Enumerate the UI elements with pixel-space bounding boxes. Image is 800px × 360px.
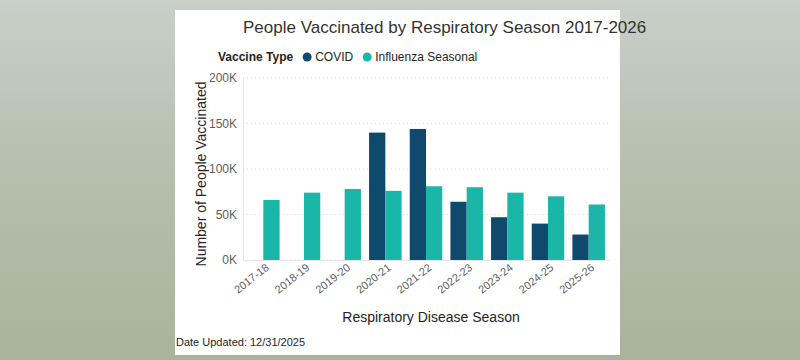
annotation: Date Updated: 12/31/2025 bbox=[176, 336, 305, 348]
y-axis-title: Number of People Vaccinated bbox=[193, 82, 209, 267]
x-tick-label: 2021-22 bbox=[394, 261, 433, 295]
x-tick-label: 2025-26 bbox=[557, 261, 596, 295]
legend-swatch bbox=[303, 53, 312, 62]
bar bbox=[263, 200, 279, 260]
bar bbox=[426, 186, 442, 260]
y-tick: 100K bbox=[209, 162, 243, 176]
legend-label: COVID bbox=[315, 50, 353, 64]
x-axis-line bbox=[244, 260, 610, 261]
y-axis-line bbox=[243, 79, 244, 261]
x-tick-label: 2019-20 bbox=[313, 261, 352, 295]
y-tick: 0K bbox=[222, 253, 243, 267]
x-tick: 2020-21 bbox=[354, 260, 393, 295]
bar bbox=[507, 193, 523, 260]
y-tick-label: 200K bbox=[209, 71, 237, 85]
y-axis: 0K 50K 100K 150K 200K bbox=[209, 71, 244, 267]
bar bbox=[589, 204, 605, 260]
legend-label: Influenza Seasonal bbox=[375, 50, 477, 64]
x-tick: 2017-18 bbox=[232, 260, 271, 295]
bar bbox=[572, 235, 588, 260]
x-tick-label: 2024-25 bbox=[516, 261, 555, 295]
bar bbox=[532, 224, 548, 260]
chart-title: People Vaccinated by Respiratory Season … bbox=[243, 18, 646, 37]
bar bbox=[491, 217, 507, 260]
x-axis-title: Respiratory Disease Season bbox=[342, 309, 519, 325]
x-tick-label: 2017-18 bbox=[232, 261, 271, 295]
x-tick: 2022-23 bbox=[435, 260, 474, 295]
bar bbox=[345, 189, 361, 260]
x-tick-label: 2022-23 bbox=[435, 261, 474, 295]
chart-svg: People Vaccinated by Respiratory Season … bbox=[0, 0, 800, 360]
x-tick: 2019-20 bbox=[313, 260, 352, 295]
bar bbox=[410, 129, 426, 260]
y-tick: 50K bbox=[216, 208, 243, 222]
y-tick: 200K bbox=[209, 71, 243, 85]
bar bbox=[304, 193, 320, 260]
x-tick: 2021-22 bbox=[394, 260, 433, 295]
bar bbox=[450, 202, 466, 260]
x-tick-label: 2023-24 bbox=[476, 261, 515, 295]
x-tick: 2024-25 bbox=[516, 260, 555, 295]
grid bbox=[243, 78, 609, 260]
legend-swatch bbox=[363, 53, 372, 62]
bar bbox=[385, 191, 401, 260]
x-tick-label: 2018-19 bbox=[272, 261, 311, 295]
y-tick: 150K bbox=[209, 117, 243, 131]
x-tick: 2018-19 bbox=[272, 260, 311, 295]
bar bbox=[548, 196, 564, 260]
y-tick-label: 50K bbox=[216, 208, 237, 222]
x-tick: 2025-26 bbox=[557, 260, 596, 295]
grid-line bbox=[243, 78, 609, 79]
y-tick-label: 100K bbox=[209, 162, 237, 176]
bar bbox=[369, 133, 385, 260]
legend-title: Vaccine Type bbox=[218, 50, 293, 64]
legend: Vaccine Type COVID Influenza Seasonal bbox=[218, 50, 477, 64]
x-tick-label: 2020-21 bbox=[354, 261, 393, 295]
y-tick-label: 150K bbox=[209, 117, 237, 131]
bars bbox=[263, 129, 605, 260]
x-axis: 2017-182018-192019-202020-212021-222022-… bbox=[232, 260, 610, 295]
bar bbox=[467, 187, 483, 260]
y-tick-label: 0K bbox=[222, 253, 237, 267]
x-tick: 2023-24 bbox=[476, 260, 515, 295]
grid-line bbox=[243, 123, 609, 124]
